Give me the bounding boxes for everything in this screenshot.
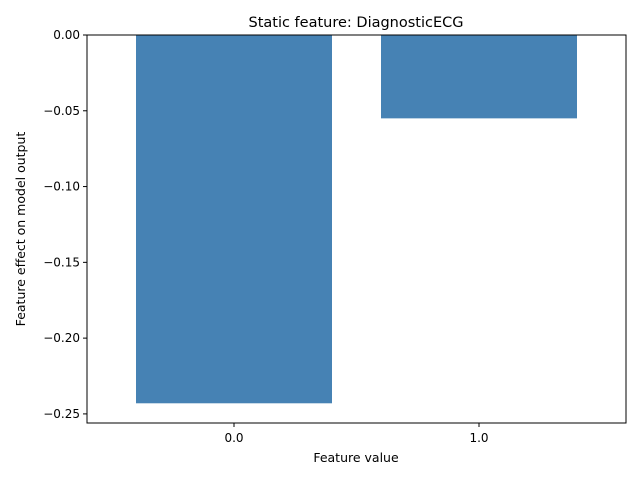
y-tick-label: −0.10 [43, 180, 80, 194]
bar-0.0 [136, 35, 332, 404]
plot-frame [86, 34, 627, 424]
y-tick-label: −0.15 [43, 255, 80, 269]
y-tick-label: −0.20 [43, 331, 80, 345]
bars-group [136, 35, 577, 404]
y-tick-label: 0.00 [53, 28, 80, 42]
y-axis-label: Feature effect on model output [13, 132, 28, 327]
x-tick-label: 1.0 [469, 431, 488, 445]
x-ticks-group: 0.0 1.0 [224, 423, 489, 445]
y-tick-label: −0.25 [43, 407, 80, 421]
x-axis-label: Feature value [313, 450, 399, 465]
y-tick-label: −0.05 [43, 104, 80, 118]
y-ticks-group: 0.00 −0.05 −0.10 −0.15 −0.20 −0.25 [43, 28, 87, 421]
bar-1.0 [381, 35, 577, 119]
x-tick-label: 0.0 [224, 431, 243, 445]
chart-title: Static feature: DiagnosticECG [248, 15, 463, 31]
